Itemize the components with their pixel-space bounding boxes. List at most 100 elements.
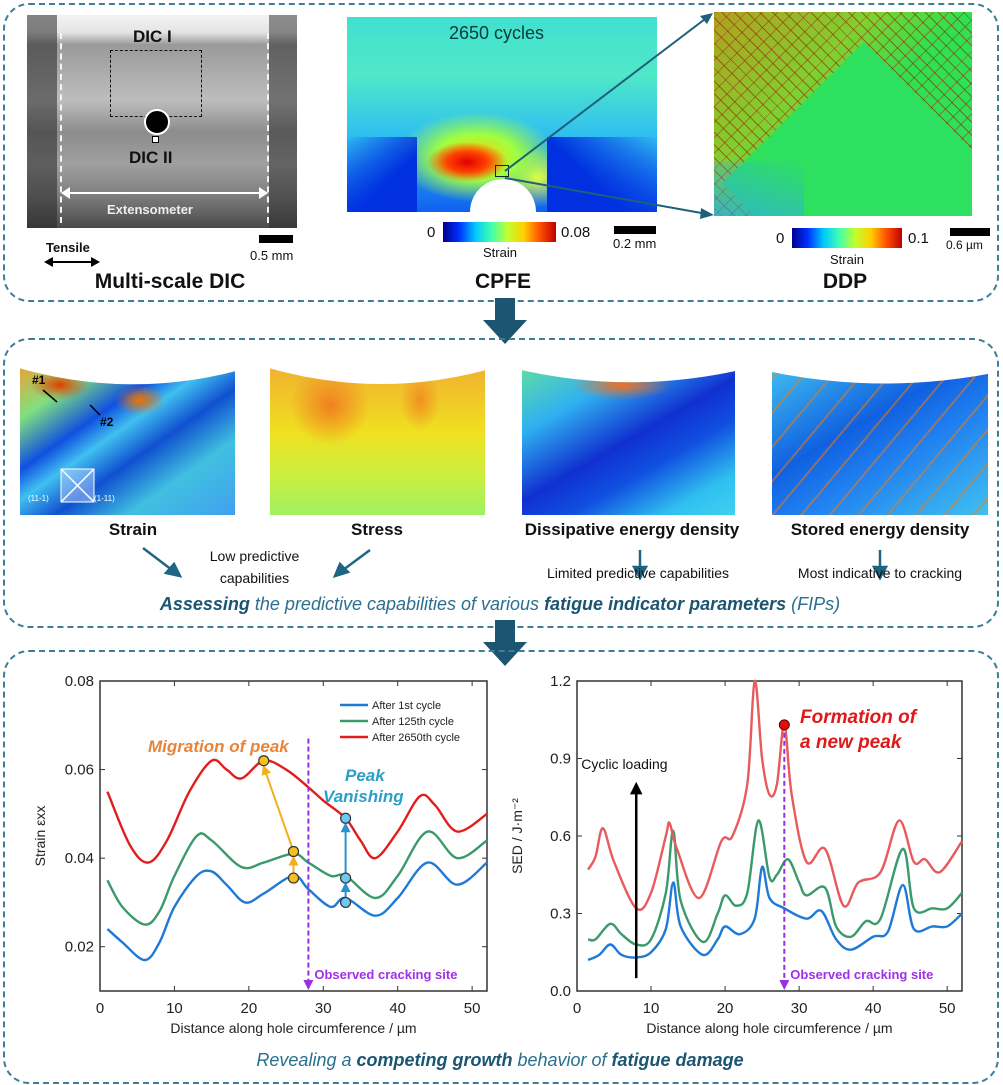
dic-specimen-image: DIC I DIC II Extensometer xyxy=(27,15,297,228)
new-peak-annotation: a new peak xyxy=(800,732,903,753)
caption-text: behavior of xyxy=(512,1050,612,1070)
hole xyxy=(144,109,170,135)
tensile-arrow-icon xyxy=(44,257,100,267)
x-axis-label: Distance along hole circumference / µm xyxy=(646,1020,892,1036)
y-tick-label: 0.0 xyxy=(550,983,571,1000)
marker-1: #1 xyxy=(32,373,46,387)
strain-map: #1 #2 (11-1) (1-11) xyxy=(20,365,235,515)
cpfe-colorbar-min: 0 xyxy=(427,224,436,241)
vanishing-marker xyxy=(339,872,352,884)
stored-energy-map xyxy=(772,365,988,515)
ddp-colorbar-min: 0 xyxy=(776,230,785,247)
cpfe-title: CPFE xyxy=(474,270,532,293)
slip-planes-icon xyxy=(60,468,95,503)
cycles-label: 2650 cycles xyxy=(449,23,545,43)
migration-marker xyxy=(287,872,300,884)
series-line-0 xyxy=(106,861,488,962)
cpfe-scale-bar xyxy=(614,226,656,234)
bottom-panel xyxy=(3,650,999,1084)
extensometer-line-right xyxy=(267,33,270,223)
x-tick-label: 40 xyxy=(865,1000,882,1017)
caption-emphasis: fatigue indicator parameters xyxy=(544,594,787,614)
legend-label: After 2650th cycle xyxy=(372,732,460,744)
x-tick-label: 10 xyxy=(643,1000,660,1017)
zoom-region-box xyxy=(495,165,509,177)
x-tick-label: 40 xyxy=(389,1000,406,1017)
ddp-colorbar xyxy=(792,228,902,248)
y-tick-label: 0.02 xyxy=(65,939,94,956)
dic2-region-box xyxy=(152,136,159,143)
cpfe-scale-label: 0.2 mm xyxy=(613,236,657,251)
stress-map xyxy=(270,365,485,515)
migration-arrow xyxy=(261,764,295,852)
down-arrow-icon xyxy=(483,298,527,344)
y-tick-label: 0.08 xyxy=(65,673,94,690)
ddp-scale-label: 0.6 µm xyxy=(946,238,983,252)
ddp-title: DDP xyxy=(822,270,868,293)
cyclic-loading-label: Cyclic loading xyxy=(581,756,667,772)
down-arrow-icon xyxy=(483,620,527,666)
legend-label: After 1st cycle xyxy=(372,700,441,712)
extensometer-label: Extensometer xyxy=(107,202,193,217)
series-line-2 xyxy=(587,679,963,911)
migration-marker xyxy=(287,845,300,858)
extensometer-line-left xyxy=(60,33,63,223)
x-axis-label: Distance along hole circumference / µm xyxy=(170,1020,416,1036)
stress-map-label: Stress xyxy=(351,520,403,539)
series-line-1 xyxy=(587,819,963,947)
caption-emphasis: fatigue damage xyxy=(611,1050,744,1070)
hole-edge-cutouts xyxy=(15,355,993,385)
cpfe-strain-map: 2650 cycles xyxy=(347,17,657,212)
limited-predictive-text: Limited predictive capabilities xyxy=(546,565,730,581)
middle-caption: Assessing the predictive capabilities of… xyxy=(160,594,840,615)
crack-site-label: Observed cracking site xyxy=(314,967,457,982)
x-tick-label: 50 xyxy=(939,1000,956,1017)
series-line-0 xyxy=(587,865,963,962)
vanishing-marker xyxy=(339,812,352,824)
caption-text: (FIPs) xyxy=(786,594,841,614)
stored-map-label: Stored energy density xyxy=(790,520,970,539)
sed-chart: 0 10 20 30 40 50 0.0 0.3 0.6 0.9 1.2 Distance along… xyxy=(509,673,963,1036)
x-tick-label: 20 xyxy=(717,1000,734,1017)
crack-site-label: Observed cracking site xyxy=(790,967,933,982)
new-peak-marker xyxy=(778,719,790,731)
x-tick-label: 50 xyxy=(464,1000,481,1017)
strain-map-label: Strain xyxy=(108,520,158,539)
strain-chart: 0 10 20 30 40 50 0.02 0.04 0.06 0.08 Distance alon… xyxy=(32,673,488,1036)
ddp-colorbar-max: 0.1 xyxy=(908,230,929,247)
series-line-2 xyxy=(106,758,488,864)
most-indicative-text: Most indicative to cracking xyxy=(797,565,963,581)
cpfe-colorbar-label: Strain xyxy=(483,245,517,260)
x-tick-label: 20 xyxy=(241,1000,258,1017)
x-tick-label: 10 xyxy=(166,1000,183,1017)
cpfe-colorbar-max: 0.08 xyxy=(561,224,591,241)
caption-emphasis: Assessing xyxy=(159,594,250,614)
marker-2: #2 xyxy=(100,415,114,429)
dissipative-map-label: Dissipative energy density xyxy=(524,520,740,539)
ddp-scale-bar xyxy=(950,228,990,236)
y-tick-label: 1.2 xyxy=(550,673,571,690)
caption-emphasis: competing growth xyxy=(356,1050,513,1070)
vanishing-annotation: Peak xyxy=(345,766,386,785)
vanishing-annotation: Vanishing xyxy=(323,787,404,806)
y-tick-label: 0.6 xyxy=(550,828,571,845)
dic1-region-box xyxy=(110,50,202,117)
y-tick-label: 0.04 xyxy=(65,850,94,867)
zoom-connector-arrows xyxy=(504,13,714,219)
series-line-1 xyxy=(106,830,488,926)
caption-text: the predictive capabilities of various xyxy=(249,594,545,614)
x-tick-label: 30 xyxy=(315,1000,332,1017)
evaluation-arrows xyxy=(142,547,889,581)
new-peak-annotation: Formation of xyxy=(800,707,918,728)
tensile-label: Tensile xyxy=(46,240,90,255)
migration-annotation: Migration of peak xyxy=(148,737,290,756)
bottom-caption: Revealing a competing growth behavior of… xyxy=(256,1050,743,1071)
dic1-label: DIC I xyxy=(133,27,172,46)
legend-label: After 125th cycle xyxy=(372,716,454,728)
ddp-strain-map xyxy=(714,12,972,216)
low-predictive-text: Low predictive capabilities xyxy=(209,548,300,586)
plane-label-2: (1-11) xyxy=(94,494,115,503)
y-tick-label: 0.3 xyxy=(550,906,571,923)
dic-title: Multi-scale DIC xyxy=(94,270,246,293)
